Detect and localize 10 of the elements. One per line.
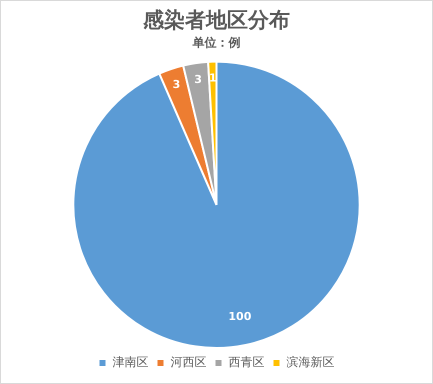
legend-label: 西青区: [228, 355, 264, 370]
chart-title: 感染者地区分布: [142, 8, 290, 32]
chart-subtitle: 单位：例: [192, 36, 240, 50]
legend-label: 津南区: [112, 355, 148, 370]
legend-label: 河西区: [170, 355, 206, 370]
data-label: 3: [172, 78, 180, 92]
legend-label: 滨海新区: [286, 355, 334, 370]
data-label: 1: [208, 72, 217, 85]
data-label: 100: [228, 310, 252, 323]
data-label: 3: [194, 73, 202, 86]
